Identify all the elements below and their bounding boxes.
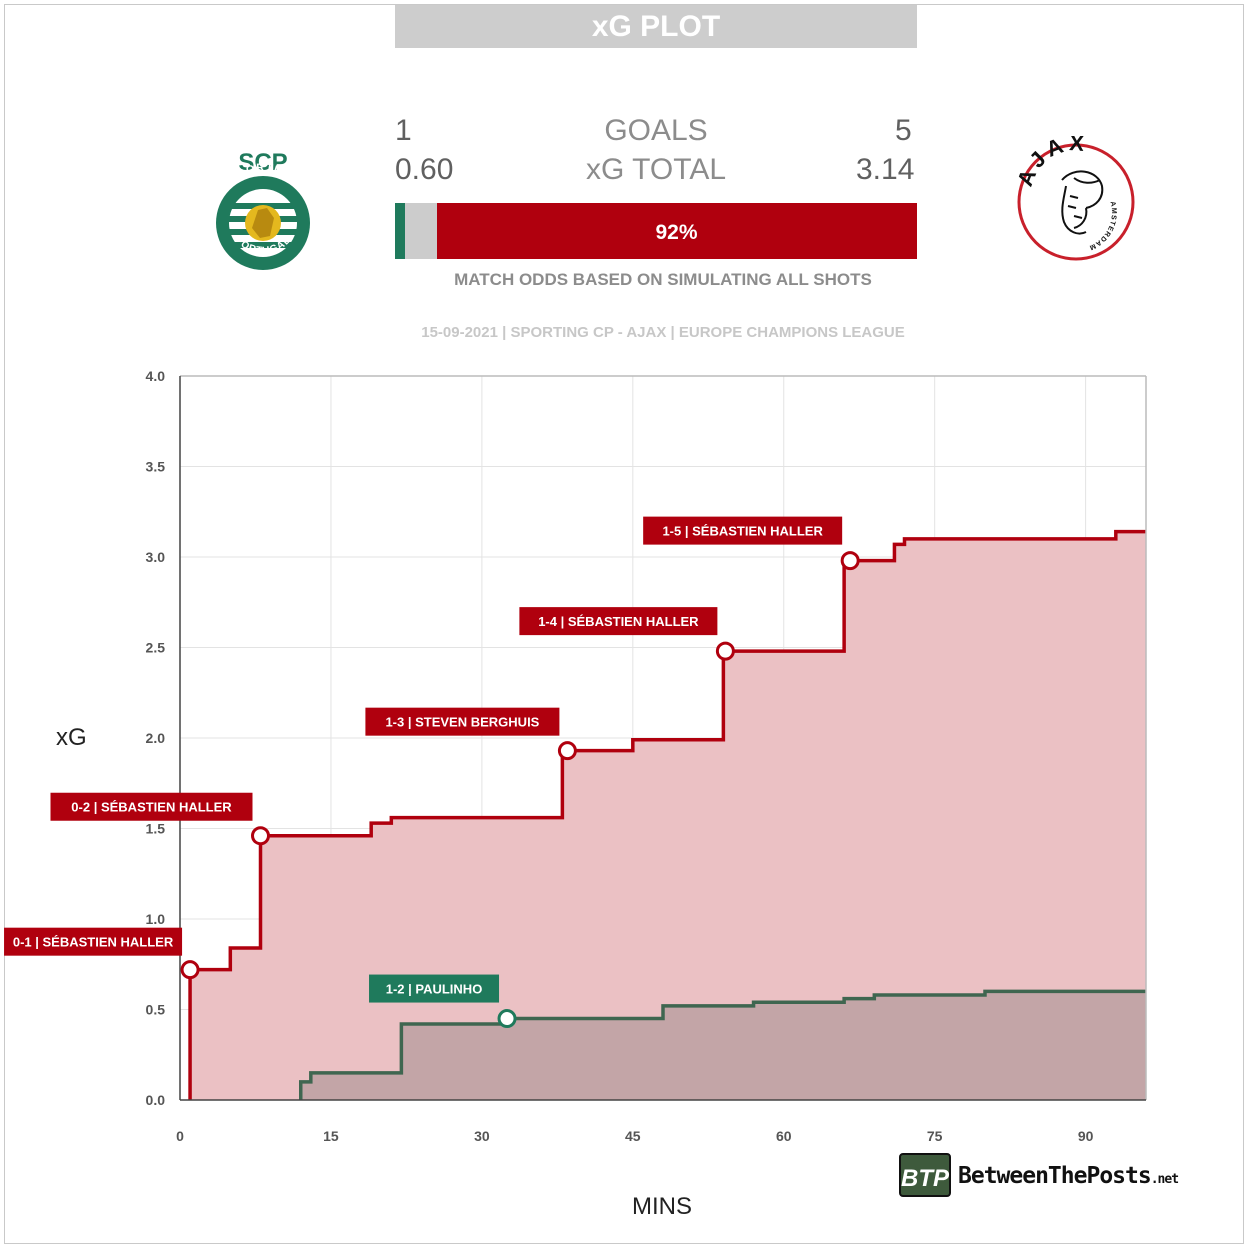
away-xg-line — [188, 529, 1146, 1100]
goal-label: 1-4 | SÉBASTIEN HALLER — [538, 614, 699, 629]
odds-caption: MATCH ODDS BASED ON SIMULATING ALL SHOTS — [454, 270, 872, 289]
goal-label: 1-2 | PAULINHO — [386, 982, 483, 997]
branding-name-main: BetweenThePosts — [958, 1163, 1152, 1189]
x-tick-label: 0 — [176, 1128, 184, 1144]
y-tick-label: 2.5 — [146, 640, 166, 656]
y-tick-label: 3.5 — [146, 459, 166, 475]
away-xg-area — [190, 531, 1146, 1100]
odds-draw-segment — [405, 203, 437, 259]
y-tick-label: 4.0 — [146, 368, 166, 384]
x-axis-label: MINS — [632, 1193, 692, 1220]
goal-label: 1-5 | SÉBASTIEN HALLER — [662, 524, 823, 539]
chart-tick-labels: 0.0 0.5 1.0 1.5 2.0 2.5 3.0 3.5 4.0 0 15 30 45 60 75 90 — [146, 368, 1094, 1144]
y-tick-label: 1.0 — [146, 911, 166, 927]
goal-label-box — [369, 974, 500, 1003]
goal-label-box — [50, 792, 253, 821]
away-team-logo: AJAX AMSTERDAM — [1016, 136, 1135, 261]
goal-marker — [180, 960, 200, 980]
odds-away-win-segment — [436, 203, 917, 259]
away-goals: 5 — [895, 114, 912, 147]
match-info: 15-09-2021 | SPORTING CP - AJAX | EUROPE… — [421, 324, 905, 341]
x-tick-label: 75 — [927, 1128, 943, 1144]
x-tick-label: 60 — [776, 1128, 792, 1144]
goal-marker — [715, 641, 735, 661]
odds-away-win-label: 92% — [655, 221, 698, 244]
goal-label-box — [519, 607, 718, 636]
branding-name: BetweenThePosts.net — [958, 1163, 1179, 1189]
chart-frame — [4, 4, 1244, 1244]
home-xg-line — [299, 989, 1146, 1100]
goals-label: GOALS — [604, 114, 708, 147]
chart-annotations: 0-1 | SÉBASTIEN HALLER 0-2 | SÉBASTIEN HA… — [4, 516, 860, 1029]
goal-label-box — [365, 707, 560, 736]
chart-lines — [188, 529, 1146, 1100]
odds-home-win-segment — [395, 203, 406, 259]
branding-logo: BTP — [899, 1153, 951, 1197]
home-goals: 1 — [395, 114, 412, 147]
page-title: xG PLOT — [395, 5, 917, 48]
x-tick-label: 15 — [323, 1128, 339, 1144]
goal-marker — [840, 551, 860, 571]
goal-marker — [557, 741, 577, 761]
home-logo-lettering-scp: SCP — [238, 149, 287, 176]
y-tick-label: 1.5 — [146, 821, 166, 837]
branding-suffix: .net — [1150, 1172, 1179, 1187]
y-tick-label: 0.0 — [146, 1092, 166, 1108]
branding-badge: BTP — [901, 1165, 950, 1192]
match-odds-bar — [395, 203, 917, 259]
goal-label: 0-2 | SÉBASTIEN HALLER — [71, 800, 232, 815]
home-team-logo: SCP SPORTING PORTUGAL — [216, 149, 310, 270]
goal-label: 1-3 | STEVEN BERGHUIS — [385, 715, 539, 730]
goal-label-box — [4, 927, 183, 956]
x-tick-label: 45 — [625, 1128, 641, 1144]
x-tick-label: 30 — [474, 1128, 490, 1144]
goal-marker — [251, 826, 270, 846]
home-xg-total: 0.60 — [395, 153, 454, 186]
xg-total-label: xG TOTAL — [585, 153, 727, 186]
y-axis-label: xG — [56, 724, 87, 751]
away-xg-total: 3.14 — [856, 153, 915, 186]
goal-label: 0-1 | SÉBASTIEN HALLER — [13, 935, 174, 950]
x-tick-label: 90 — [1078, 1128, 1094, 1144]
y-tick-label: 3.0 — [146, 549, 166, 565]
goal-label-box — [643, 516, 843, 545]
goal-marker — [497, 1009, 517, 1029]
chart-axis-frame — [179, 375, 1147, 1101]
y-tick-label: 0.5 — [146, 1002, 166, 1018]
y-tick-label: 2.0 — [146, 730, 166, 746]
